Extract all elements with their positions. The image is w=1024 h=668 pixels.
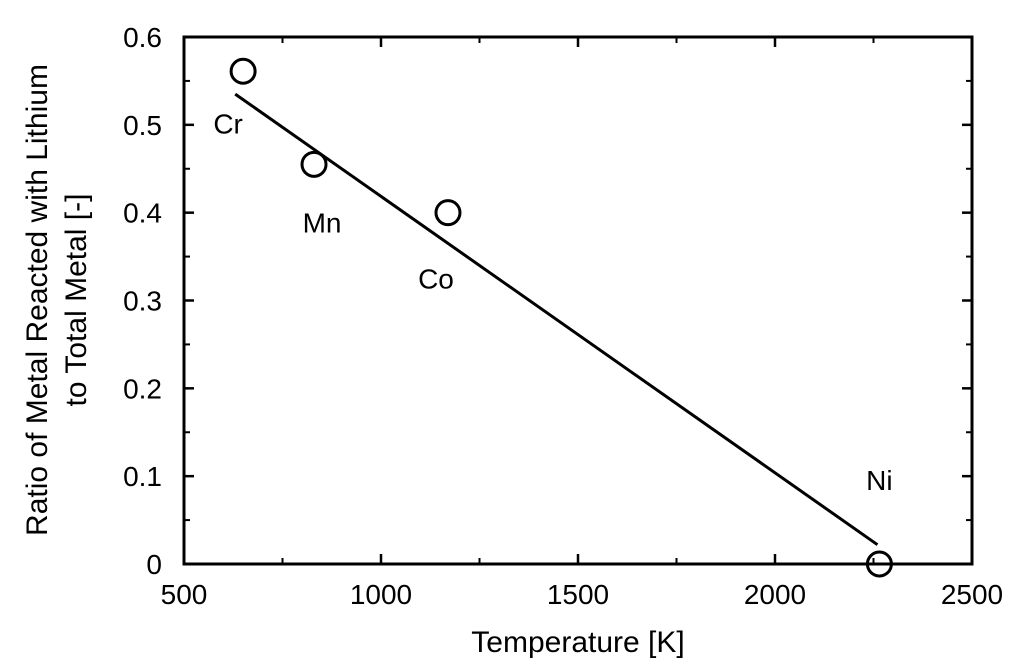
y-tick-labels: 0 0.1 0.2 0.3 0.4 0.5 0.6 [123,22,162,580]
data-point-cr [229,57,257,85]
y-axis-title-line2: to Total Metal [-] [60,194,93,407]
x-tick-label: 2000 [744,579,806,610]
y-tick-label: 0.1 [123,461,162,492]
point-label-ni: Ni [866,465,892,496]
y-tick-label: 0.5 [123,110,162,141]
plot-frame [182,35,974,566]
point-label-co: Co [418,264,454,295]
data-points [229,57,893,578]
fit-line-group [234,92,879,546]
y-tick-label: 0 [146,549,162,580]
y-axis-title-line1: Ratio of Metal Reacted with Lithium [21,64,54,536]
y-tick-label: 0.3 [123,286,162,317]
x-tick-label: 1000 [350,579,412,610]
x-tick-label: 1500 [547,579,609,610]
point-label-cr: Cr [213,108,243,139]
data-point-ni [865,550,893,578]
y-tick-label: 0.2 [123,373,162,404]
x-tick-labels: 500 1000 1500 2000 2500 [161,579,1004,610]
x-tick-label: 500 [161,579,208,610]
fit-line [234,92,879,546]
point-labels: Cr Mn Co Ni [213,108,892,496]
y-tick-label: 0.4 [123,198,162,229]
data-point-co [434,199,462,227]
point-label-mn: Mn [303,207,342,238]
x-axis-title: Temperature [K] [471,626,684,659]
x-tick-label: 2500 [941,579,1003,610]
ticks [182,35,974,566]
data-point-mn [300,150,328,178]
y-tick-label: 0.6 [123,22,162,53]
